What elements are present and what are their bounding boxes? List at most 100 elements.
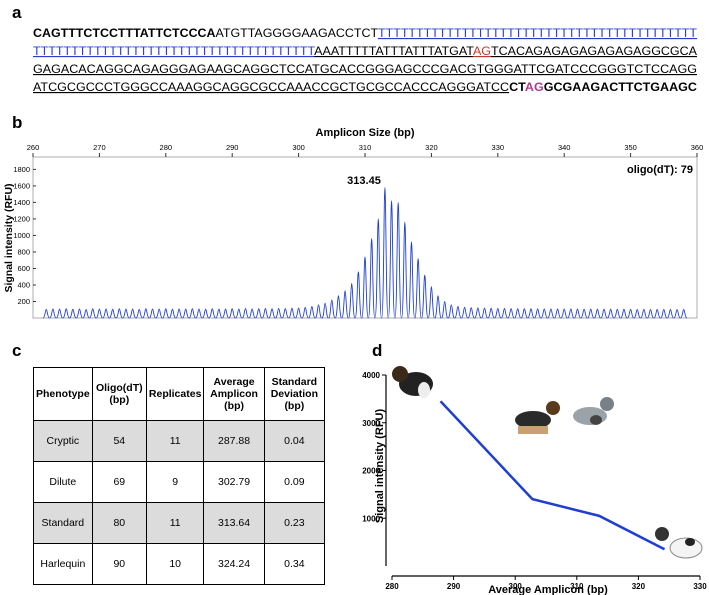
table-cell: 0.04 [263,420,326,462]
table-cell: Dilute [33,461,93,503]
peak [188,308,196,319]
y-tick-label: 200 [17,297,30,306]
sequence-line: ATCGCGCCCTGGGCCAAAGGCAGGCGCCAAACCGCTGCGC… [33,82,697,94]
y-tick-label: 1400 [13,198,30,207]
peak [268,308,276,319]
peak [627,308,635,319]
x-tick-label: 270 [93,143,106,152]
peak [95,308,103,319]
sequence-segment: AAATTTTTATTTATTTATGAT [314,46,474,58]
sequence-line: CAGTTTCTCCTTTATTCTCCCA ATGTTAGGGGAAGACCTC… [33,28,697,40]
peak [321,302,329,319]
peak [487,307,495,319]
peak [593,308,601,319]
x-tick-label: 300 [509,582,523,591]
peak [76,308,83,319]
sequence-segment: TTTTTTTTTTTTTTTTTTTTTTTTTTTTTTTTTTTTTTTT… [378,28,697,40]
peak [82,308,90,319]
peak [69,308,77,319]
peak [215,308,223,319]
peak [135,308,143,319]
sequence-line: GAGACACAGGCAGAGGGAGAAGCAGGCTCCATGCACCGGG… [33,64,697,76]
peak [667,309,674,319]
peak [427,286,436,319]
table-cell: Harlequin [33,543,93,585]
peak [208,308,216,319]
peak [354,271,363,319]
y-tick-label: 2000 [362,467,380,476]
table-row: Dilute 69 9 302.79 0.09 [33,461,326,503]
peak [501,308,508,319]
peak [647,308,654,319]
table-cell: 90 [91,543,147,585]
y-tick-label: 1000 [362,514,380,523]
peak [547,308,555,319]
peak [600,308,608,319]
table-cell: Cryptic [33,420,93,462]
peak [115,308,123,319]
peak [607,308,615,319]
peak [554,308,561,319]
peak [580,308,588,319]
peak [169,308,176,319]
peak [182,308,190,319]
data-table: Phenotype Oligo(dT) (bp) Replicates Average… [33,367,326,585]
peak [341,290,349,319]
peak [281,308,289,319]
panel-label: d [372,341,382,360]
x-tick-label: 330 [492,143,505,152]
peak [680,309,688,319]
table-cell: 69 [91,461,147,503]
table-cell: 11 [145,502,205,544]
table-row: Standard 80 11 313.64 0.23 [33,502,326,544]
peak [255,308,263,319]
x-tick-label: 290 [226,143,239,152]
peak [361,256,369,319]
header-cell: Average Amplicon (bp) [203,367,265,421]
y-tick-label: 3000 [362,419,380,428]
peak [162,308,170,319]
table-header: Phenotype Oligo(dT) (bp) Replicates Average… [33,367,326,421]
table-cell: 0.09 [263,461,326,503]
peak [248,308,256,319]
table-cell: Standard [33,502,93,544]
peak [447,304,455,319]
x-tick-label: 290 [447,582,461,591]
peak [613,308,621,319]
annotation: 313.45 [347,175,381,187]
peak [560,308,568,319]
table-row: Harlequin 90 10 324.24 0.34 [33,543,326,585]
peak [401,221,409,319]
x-tick-label: 330 [693,582,707,591]
peak [89,308,97,319]
peak [494,307,502,319]
peak [62,308,70,319]
peak [102,308,110,319]
peak [507,308,515,319]
header-cell: Standard Deviation (bp) [263,367,326,421]
peak [242,308,249,319]
sequence-segment: GAGACACAGGCAGAGGGAGAAGCAGGCTCCATGCACCGGG… [33,64,697,76]
table-cell: 11 [145,420,205,462]
peak [56,308,63,319]
sequence-segment: TCACAGAGAGAGAGAGAGGCGCA [491,46,697,58]
table-cell: 80 [91,502,147,544]
sequence-segment: AG [473,46,491,58]
peak [461,306,469,319]
peak [640,308,648,319]
peak [454,305,462,319]
peak [175,308,183,319]
peak [334,295,343,319]
peak [261,308,269,319]
peak [474,307,482,319]
y-axis-label: Signal intensity (RFU) [374,409,386,524]
peak [235,308,243,319]
peak [301,306,309,319]
peak [367,238,376,319]
table-cell: 54 [91,420,147,462]
peak [228,308,236,319]
peak [540,308,548,319]
peak [653,309,661,319]
peak [288,307,296,319]
